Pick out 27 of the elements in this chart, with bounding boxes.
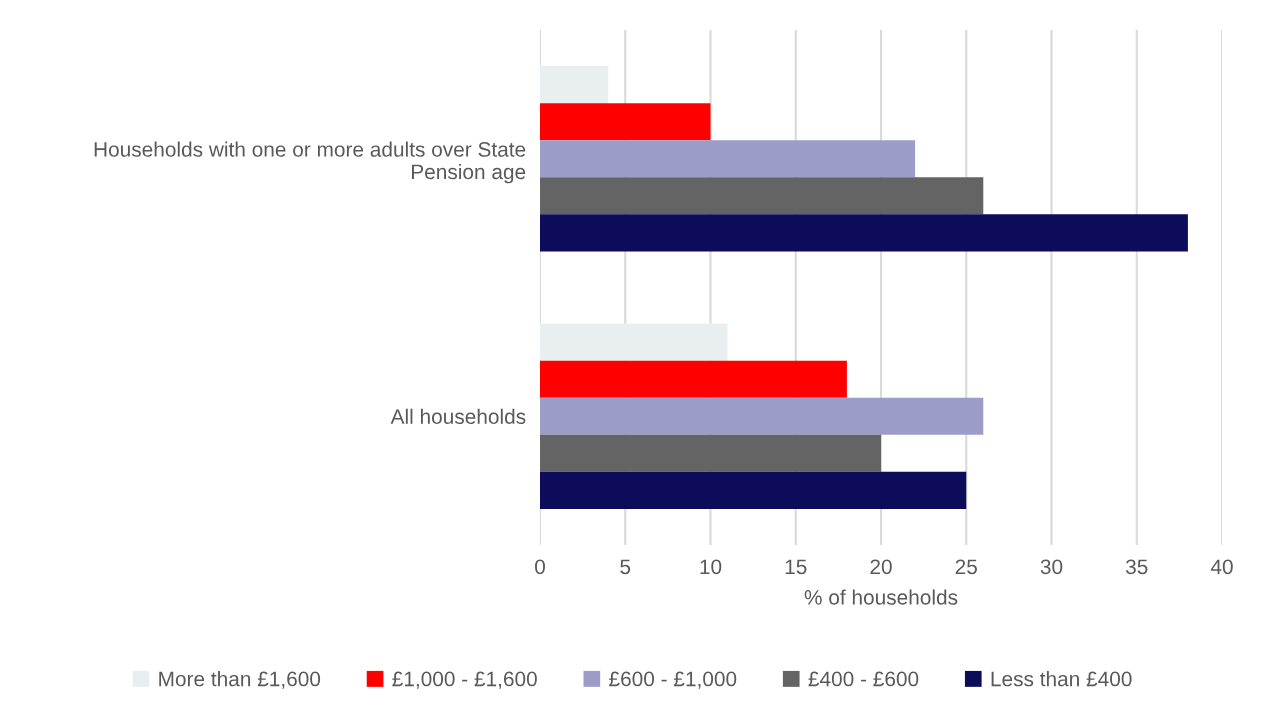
bar	[540, 177, 984, 215]
x-tick-label: 10	[700, 559, 722, 575]
bar	[540, 397, 984, 435]
x-tick-label: 15	[785, 559, 807, 575]
bar	[540, 323, 728, 361]
y-tick-label: Households with one or more adults over State Pension age	[94, 141, 526, 184]
x-tick-label: 5	[620, 559, 631, 575]
legend-label: More than £1,600	[159, 671, 321, 689]
legend-label: £1,000 - £1,600	[392, 671, 537, 689]
legend-label: Less than £400	[991, 671, 1132, 687]
bar	[540, 66, 609, 104]
x-tick-label: 25	[955, 559, 977, 575]
x-tick-label: 0	[535, 559, 545, 575]
x-tick-label: 20	[870, 559, 892, 575]
x-tick-label: 35	[1125, 559, 1148, 575]
bar	[540, 471, 967, 509]
x-axis-title: % of households	[804, 589, 958, 605]
bar	[540, 140, 916, 178]
bar	[540, 103, 711, 141]
x-tick-label: 30	[1040, 559, 1063, 575]
bar	[540, 434, 881, 472]
bar	[540, 214, 1188, 252]
legend-label: £600 - £1,000	[609, 671, 737, 689]
legend-label: £400 - £600	[808, 671, 919, 687]
bar	[540, 360, 847, 398]
x-tick-label: 40	[1210, 559, 1233, 575]
y-tick-label: All households	[390, 408, 526, 424]
